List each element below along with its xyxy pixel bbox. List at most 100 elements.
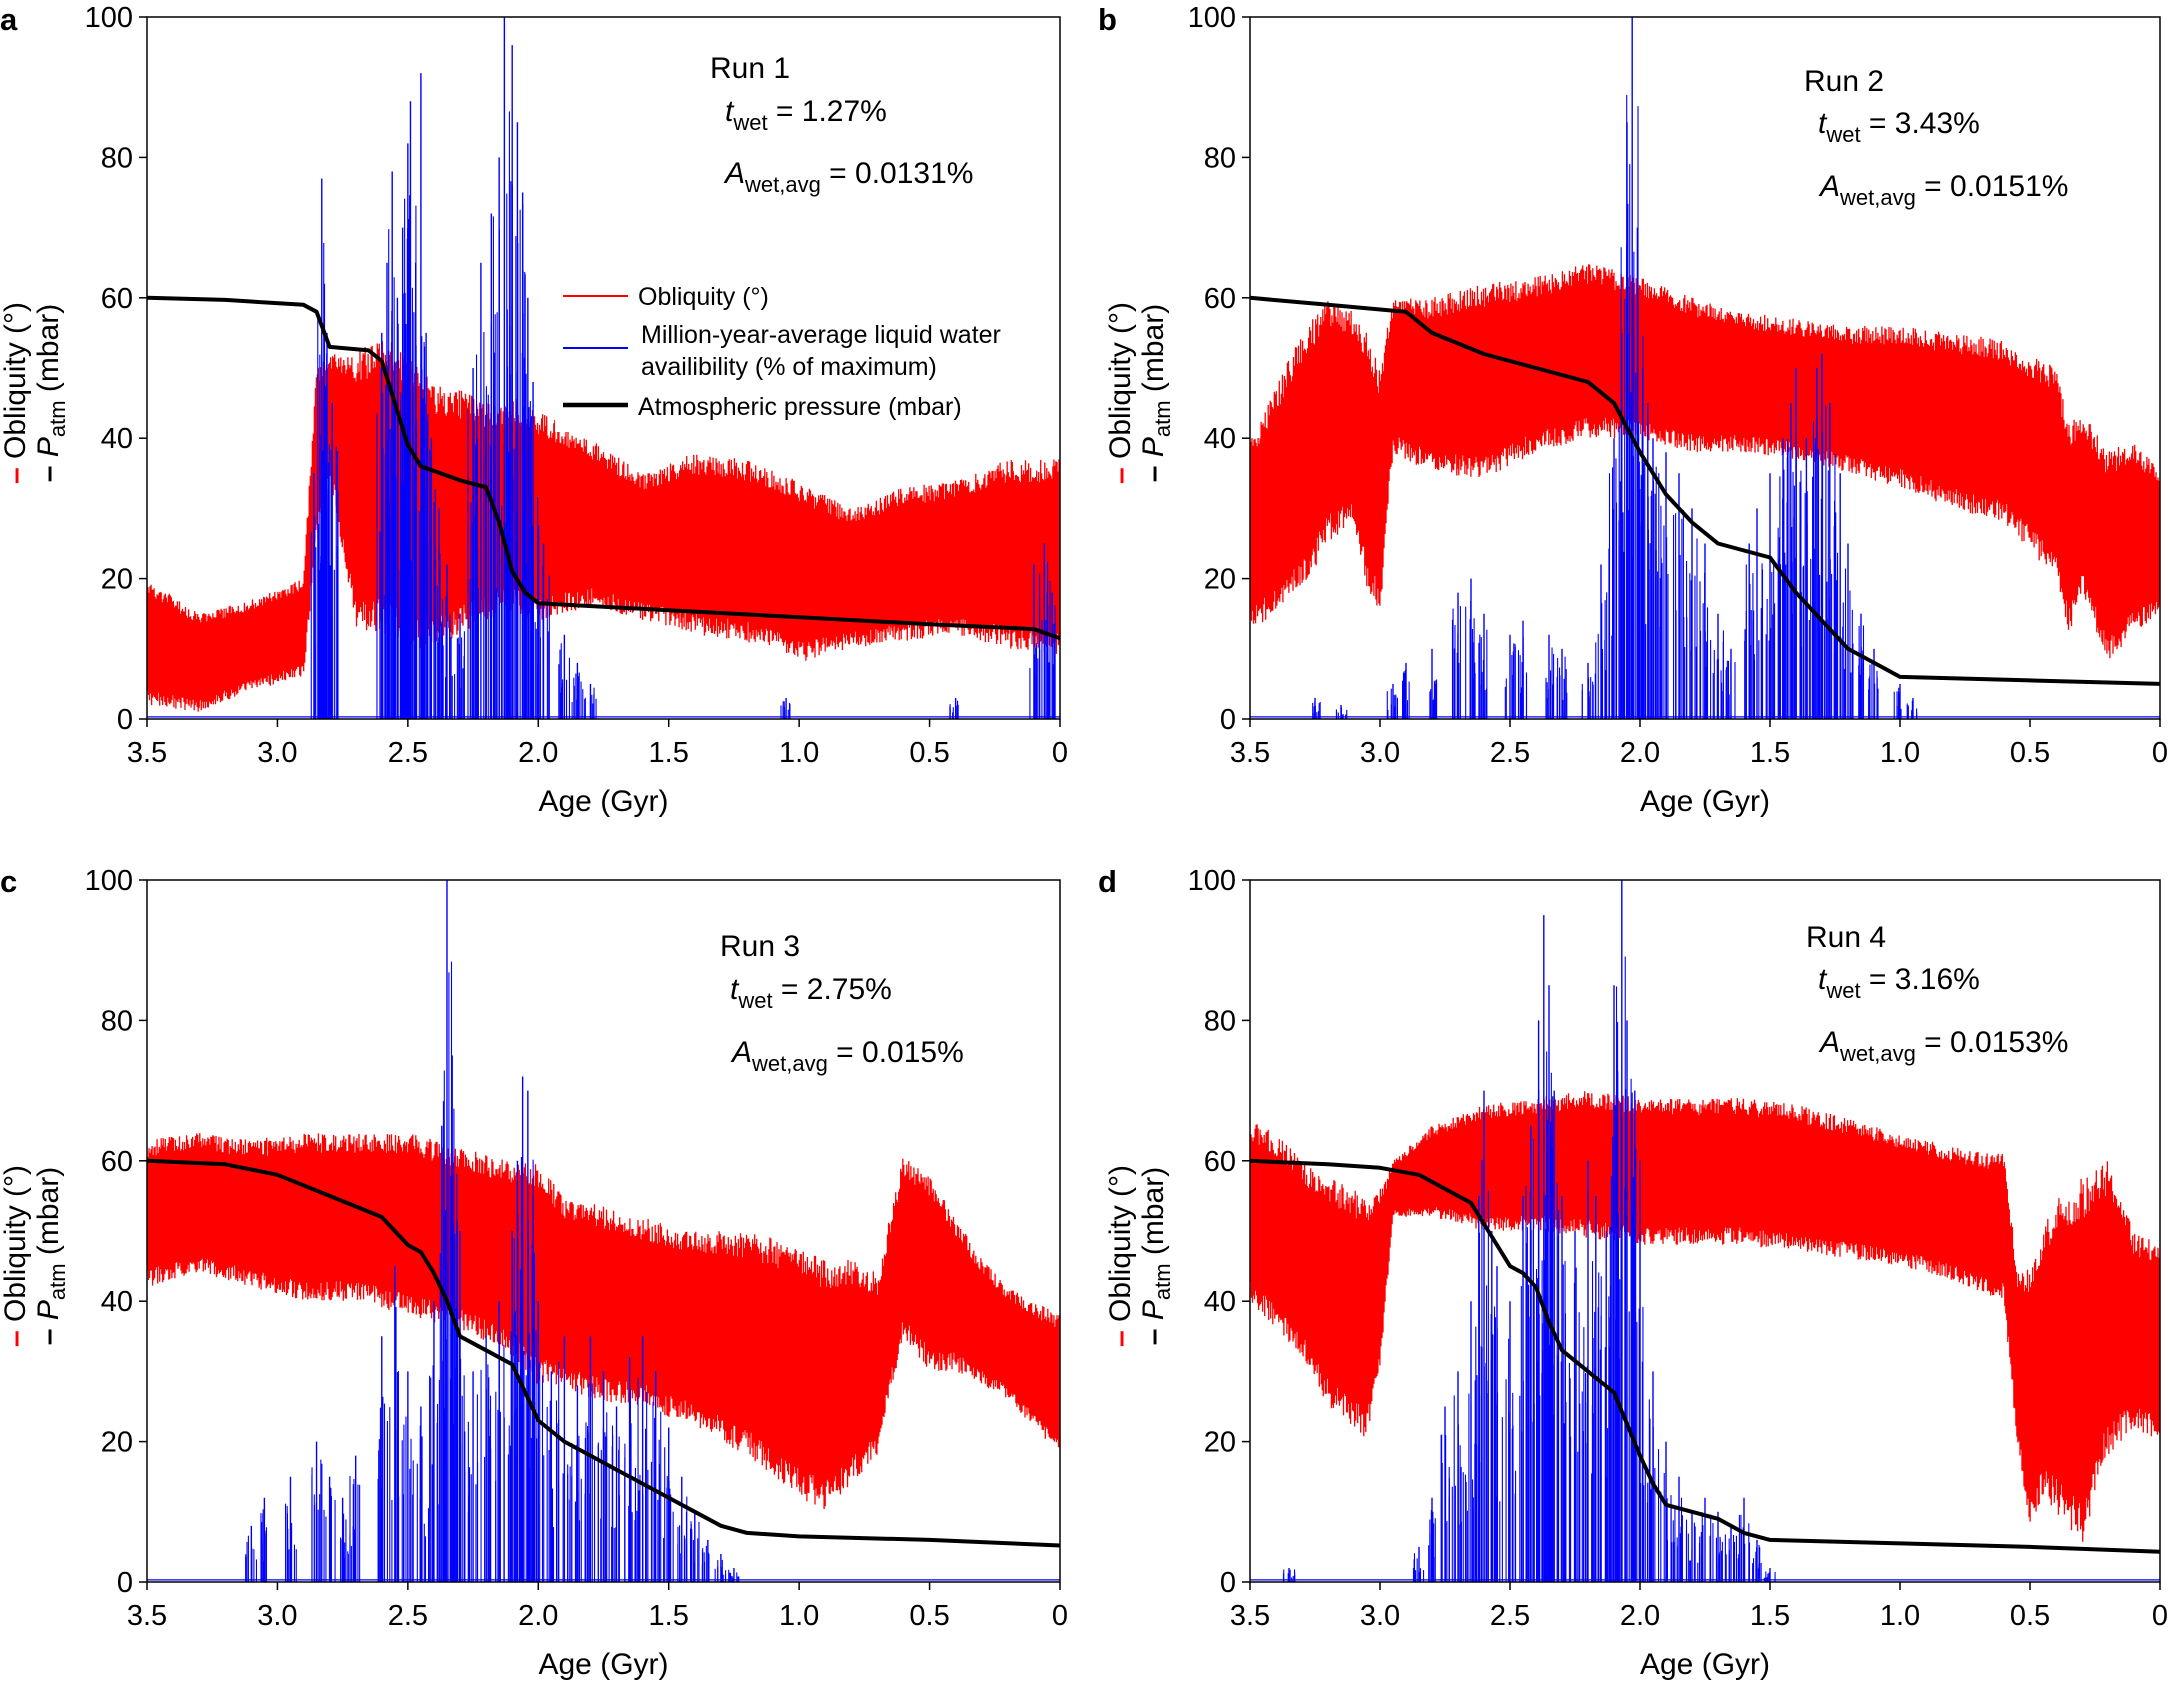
y-tick-label: 80: [101, 142, 133, 174]
water-series: [1312, 17, 1918, 719]
x-tick-label: 0.5: [2010, 737, 2050, 769]
x-tick-label: 3.5: [1230, 1600, 1270, 1632]
t-wet-annotation: twet = 3.43%: [1818, 107, 1980, 147]
y-axis-label-obliquity: – Obliquity (°): [0, 302, 32, 484]
plot-area: [1250, 880, 2160, 1582]
y-tick-label: 80: [101, 1005, 133, 1037]
axes-frame: [1249, 879, 2161, 1583]
y-axis-label-pressure: – Patm (mbar): [32, 1167, 70, 1345]
y-tick-label: 80: [1204, 142, 1236, 174]
x-tick-label: 1.5: [649, 1600, 689, 1632]
y-axis-label-pressure: – Patm (mbar): [1137, 1167, 1175, 1345]
y-tick-label: 0: [1220, 1567, 1236, 1599]
y-tick-label: 0: [1220, 704, 1236, 736]
x-axis-label: Age (Gyr): [1640, 785, 1770, 818]
y-tick-label: 60: [1204, 1146, 1236, 1178]
axes-frame: [146, 879, 1061, 1583]
pressure-series: [147, 1158, 1060, 1548]
x-tick-label: 2.5: [1490, 1600, 1530, 1632]
y-tick-label: 60: [101, 1146, 133, 1178]
x-tick-label: 1.5: [649, 737, 689, 769]
run-label: Run 3: [720, 930, 800, 963]
y-tick-label: 20: [101, 564, 133, 596]
plot-area: [147, 880, 1060, 1582]
x-tick-label: 3.5: [127, 737, 167, 769]
x-tick-label: 2.0: [1620, 1600, 1660, 1632]
panel-letter: b: [1098, 2, 1117, 37]
panel-letter: c: [0, 864, 17, 899]
y-tick-label: 40: [101, 423, 133, 455]
x-tick-label: 0.5: [909, 737, 949, 769]
plot-area: [147, 17, 1060, 719]
y-tick-label: 60: [1204, 283, 1236, 315]
pressure-series: [147, 295, 1060, 641]
a-wet-annotation: Awet,avg = 0.0153%: [1818, 1026, 2068, 1066]
y-tick-label: 0: [117, 704, 133, 736]
x-tick-label: 1.0: [1880, 1600, 1920, 1632]
panel-letter: a: [0, 2, 18, 37]
x-tick-label: 1.5: [1750, 1600, 1790, 1632]
obliquity-series: [1250, 1091, 2160, 1542]
axes-frame: [1249, 16, 2161, 720]
t-wet-annotation: twet = 1.27%: [725, 95, 887, 135]
x-tick-label: 1.5: [1750, 737, 1790, 769]
x-tick-label: 3.0: [1360, 1600, 1400, 1632]
y-tick-label: 100: [1188, 865, 1236, 897]
x-tick-label: 2.5: [388, 1600, 428, 1632]
t-wet-annotation: twet = 3.16%: [1818, 963, 1980, 1003]
legend-label-water-line1: Million-year-average liquid water: [641, 321, 1001, 349]
x-axis-label: Age (Gyr): [1640, 1648, 1770, 1681]
axes-frame: [146, 16, 1061, 720]
water-series: [245, 880, 740, 1582]
run-label: Run 1: [710, 52, 790, 85]
chart-panel-c: 0 20 40 60 80 100 3.5 3.0 2.5 2.0 1.5 1.0 0.5 0 Age (G…: [0, 864, 1068, 1681]
water-series: [1282, 880, 1776, 1582]
run-label: Run 2: [1804, 65, 1884, 98]
x-tick-label: 2.5: [388, 737, 428, 769]
x-tick-label: 2.5: [1490, 737, 1530, 769]
a-wet-annotation: Awet,avg = 0.0151%: [1818, 170, 2068, 210]
x-tick-label: 3.0: [257, 737, 297, 769]
chart-panel-a: 0 20 40 60 80 100 3.5 3.0 2.5 2.0 1.5 1.0 0.5 0 Age (G…: [0, 2, 1068, 818]
obliquity-series: [147, 341, 1060, 712]
x-tick-label: 3.0: [257, 1600, 297, 1632]
pressure-series: [1250, 295, 2160, 686]
x-tick-label: 2.0: [1620, 737, 1660, 769]
x-tick-label: 0: [1052, 1600, 1068, 1632]
x-tick-label: 0: [1052, 737, 1068, 769]
legend: Obliquity (°) Million-year-average liquid…: [555, 270, 1001, 432]
x-tick-label: 0.5: [909, 1600, 949, 1632]
legend-label-water-line2: availibility (% of maximum): [641, 353, 937, 381]
x-tick-label: 3.5: [1230, 737, 1270, 769]
x-tick-label: 2.0: [518, 1600, 558, 1632]
panel-letter: d: [1098, 864, 1117, 899]
y-tick-label: 100: [1188, 2, 1236, 34]
y-axis-label-obliquity: – Obliquity (°): [0, 1165, 32, 1347]
y-tick-label: 100: [85, 865, 133, 897]
water-series: [310, 17, 1056, 719]
x-axis-label: Age (Gyr): [538, 785, 668, 818]
x-axis-label: Age (Gyr): [538, 1648, 668, 1681]
y-tick-label: 20: [1204, 1427, 1236, 1459]
legend-label-pressure: Atmospheric pressure (mbar): [638, 393, 962, 421]
y-tick-label: 60: [101, 283, 133, 315]
pressure-series: [1250, 1158, 2160, 1554]
a-wet-annotation: Awet,avg = 0.015%: [730, 1036, 964, 1076]
y-tick-label: 20: [1204, 564, 1236, 596]
y-tick-label: 100: [85, 2, 133, 34]
run-label: Run 4: [1806, 921, 1886, 954]
y-tick-label: 40: [1204, 1286, 1236, 1318]
obliquity-series: [147, 1133, 1060, 1510]
x-tick-label: 0: [2152, 1600, 2168, 1632]
y-tick-label: 80: [1204, 1005, 1236, 1037]
chart-panel-d: 0 20 40 60 80 100 3.5 3.0 2.5 2.0 1.5 1.0 0.5 0 Age (G…: [1098, 864, 2168, 1681]
y-axis-label-pressure: – Patm (mbar): [32, 304, 70, 482]
y-axis-label-obliquity: – Obliquity (°): [1104, 302, 1137, 484]
x-tick-label: 1.0: [779, 1600, 819, 1632]
x-tick-label: 3.0: [1360, 737, 1400, 769]
t-wet-annotation: twet = 2.75%: [730, 973, 892, 1013]
x-tick-label: 2.0: [518, 737, 558, 769]
plot-area: [1250, 17, 2160, 719]
y-axis-label-obliquity: – Obliquity (°): [1104, 1165, 1137, 1347]
